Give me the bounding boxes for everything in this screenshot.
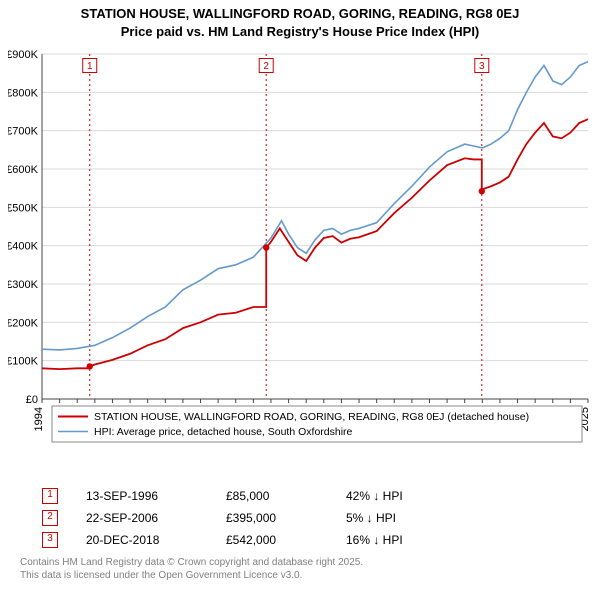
footer-line1: Contains HM Land Registry data © Crown c… (20, 556, 363, 569)
entry-price: £85,000 (226, 489, 346, 503)
svg-text:£800K: £800K (8, 87, 39, 99)
svg-text:3: 3 (479, 61, 485, 72)
svg-text:£400K: £400K (8, 241, 39, 253)
svg-text:£700K: £700K (8, 126, 39, 138)
entry-date: 22-SEP-2006 (86, 511, 226, 525)
svg-text:£900K: £900K (8, 50, 39, 61)
table-row: 1 13-SEP-1996£85,00042% ↓ HPI (42, 488, 403, 504)
chart-title-line1: STATION HOUSE, WALLINGFORD ROAD, GORING,… (0, 6, 600, 21)
entry-price: £395,000 (226, 511, 346, 525)
entry-date: 20-DEC-2018 (86, 533, 226, 547)
series-hpi (42, 62, 588, 350)
entry-pct: 5% ↓ HPI (346, 511, 396, 525)
entry-badge: 3 (42, 532, 58, 548)
entry-badge: 2 (42, 510, 58, 526)
marker-dot-2 (263, 244, 269, 250)
entry-pct: 42% ↓ HPI (346, 489, 403, 503)
svg-text:£600K: £600K (8, 164, 39, 176)
chart-title-line2: Price paid vs. HM Land Registry's House … (0, 24, 600, 39)
svg-text:£300K: £300K (8, 279, 39, 291)
svg-text:STATION HOUSE, WALLINGFORD ROA: STATION HOUSE, WALLINGFORD ROAD, GORING,… (94, 411, 529, 423)
entry-date: 13-SEP-1996 (86, 489, 226, 503)
footer-attribution: Contains HM Land Registry data © Crown c… (20, 556, 363, 582)
svg-text:HPI: Average price, detached h: HPI: Average price, detached house, Sout… (94, 426, 353, 438)
svg-text:1: 1 (87, 61, 93, 72)
table-row: 3 20-DEC-2018£542,00016% ↓ HPI (42, 532, 403, 548)
svg-text:£500K: £500K (8, 202, 39, 214)
transaction-table: 1 13-SEP-1996£85,00042% ↓ HPI 2 22-SEP-2006… (42, 488, 403, 554)
table-row: 2 22-SEP-2006£395,0005% ↓ HPI (42, 510, 403, 526)
entry-badge: 1 (42, 488, 58, 504)
marker-dot-1 (87, 363, 93, 369)
svg-text:£0: £0 (26, 394, 38, 406)
price-chart: £0 £100K £200K £300K £400K £500K £600K £700K £80… (8, 50, 592, 450)
footer-line2: This data is licensed under the Open Gov… (20, 569, 363, 582)
svg-text:2: 2 (263, 61, 269, 72)
entry-pct: 16% ↓ HPI (346, 533, 403, 547)
marker-dot-3 (479, 188, 485, 194)
svg-text:£200K: £200K (8, 317, 39, 329)
svg-text:£100K: £100K (8, 356, 39, 368)
entry-price: £542,000 (226, 533, 346, 547)
svg-text:1994: 1994 (33, 407, 45, 431)
